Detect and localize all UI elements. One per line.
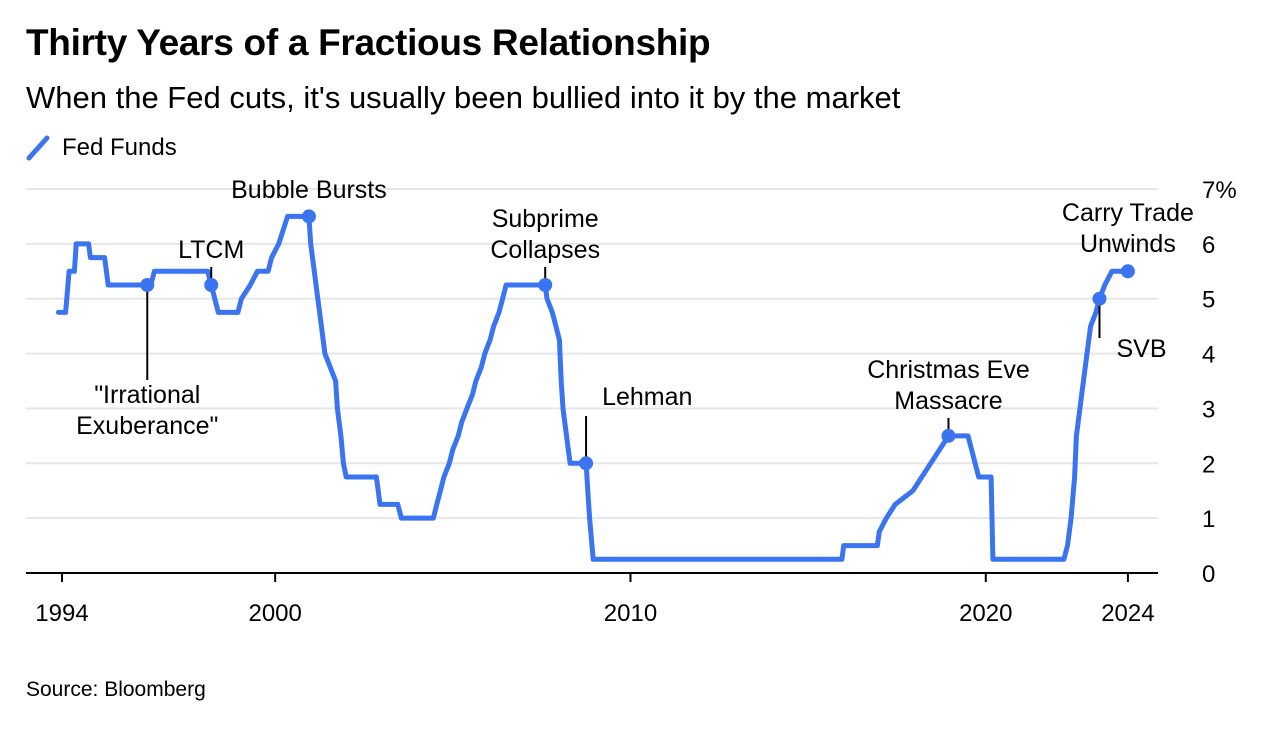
annotation-marker-2 (301, 209, 316, 224)
x-tick-label-2010: 2010 (604, 600, 657, 627)
annotation-label-2-line-0: Bubble Bursts (231, 176, 387, 204)
chart-subtitle: When the Fed cuts, it's usually been bul… (26, 80, 901, 115)
annotation-label-3-line-1: Collapses (490, 236, 600, 264)
x-tick-label-2024: 2024 (1101, 600, 1154, 627)
y-tick-label-3: 3 (1202, 396, 1215, 423)
legend: Fed Funds (26, 133, 177, 163)
annotation-label-5-line-0: Christmas Eve (867, 356, 1030, 384)
annotation-label-0-line-0: "Irrational (94, 381, 200, 409)
y-tick-label-7: 7% (1202, 177, 1237, 204)
y-tick-label-1: 1 (1202, 506, 1215, 533)
y-tick-label-5: 5 (1202, 287, 1215, 314)
annotation-marker-1 (204, 278, 219, 292)
y-tick-label-4: 4 (1202, 342, 1215, 369)
annotation-marker-4 (579, 456, 594, 471)
annotation-label-3-line-0: Subprime (492, 205, 599, 233)
annotation-marker-5 (941, 428, 956, 443)
x-tick-label-2020: 2020 (959, 600, 1012, 627)
annotation-label-4-line-0: Lehman (602, 383, 692, 411)
annotation-marker-3 (538, 278, 553, 292)
legend-label-fed-funds: Fed Funds (62, 134, 177, 161)
annotation-label-7-line-0: Carry Trade (1062, 199, 1194, 227)
series-line-fed-funds (55, 213, 1131, 562)
source-note: Source: Bloomberg (26, 678, 206, 701)
annotation-marker-7 (1120, 264, 1135, 279)
annotation-label-7-line-1: Unwinds (1080, 230, 1176, 258)
annotation-label-1-line-0: LTCM (178, 236, 244, 264)
legend-swatch-fed-funds (26, 135, 50, 161)
x-tick-label-2000: 2000 (248, 600, 301, 627)
annotation-label-0-line-1: Exuberance" (76, 412, 218, 440)
y-tick-label-2: 2 (1202, 451, 1215, 478)
annotation-label-5-line-1: Massacre (894, 387, 1002, 415)
annotation-label-6-line-0: SVB (1116, 335, 1166, 363)
y-tick-label-6: 6 (1202, 232, 1215, 259)
x-tick-label-1994: 1994 (35, 600, 88, 627)
chart-title: Thirty Years of a Fractious Relationship (26, 22, 711, 63)
annotation-marker-0 (140, 278, 155, 292)
annotation-marker-6 (1092, 291, 1107, 306)
y-tick-label-0: 0 (1202, 561, 1215, 588)
